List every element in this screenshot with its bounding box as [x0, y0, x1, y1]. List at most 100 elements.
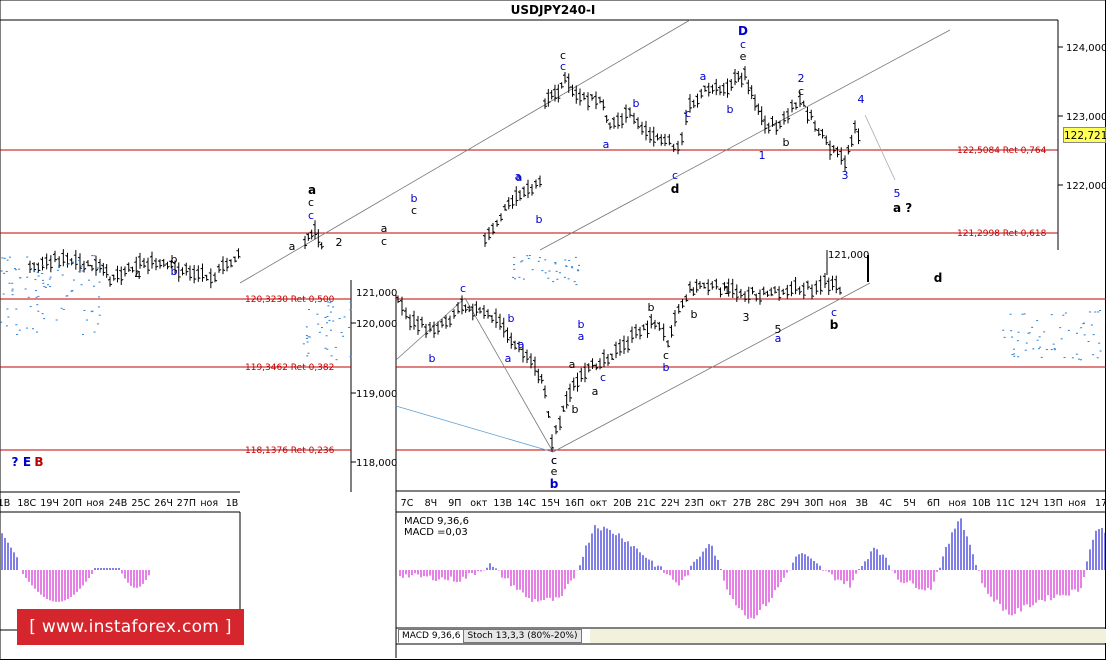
fib-level-label: 119,3462 Ret 0,382: [245, 363, 334, 373]
y-tick-label: 122,000: [1066, 181, 1106, 192]
wave-label: b: [727, 103, 734, 116]
scatter-dot: [1053, 349, 1056, 351]
scatter-dot: [33, 270, 36, 272]
scatter-dot: [43, 318, 46, 320]
scatter-dot: [37, 310, 40, 312]
tab-stoch[interactable]: Stoch 13,3,3 (80%-20%): [463, 629, 582, 643]
scatter-dot: [577, 269, 580, 271]
x-tick-label: 29Ч: [781, 498, 800, 509]
x-tick-label: 13П: [1044, 498, 1063, 509]
scatter-dot: [324, 316, 327, 318]
wave-label: c: [381, 235, 387, 248]
scatter-dot: [334, 346, 337, 348]
instaforex-logo[interactable]: [ www.instaforex.com ]: [17, 609, 244, 645]
scatter-dot: [35, 290, 38, 292]
x-tick-label: 1В: [0, 498, 10, 509]
scatter-dot: [1083, 334, 1086, 336]
wave-label: d: [934, 271, 943, 285]
scatter-dot: [19, 277, 22, 279]
x-tick-label: 22Ч: [661, 498, 680, 509]
scatter-dot: [81, 333, 84, 335]
scatter-dot: [305, 326, 308, 328]
scatter-dot: [11, 294, 14, 296]
scatter-dot: [98, 296, 101, 298]
scatter-dot: [5, 325, 8, 327]
scatter-dot: [513, 264, 516, 266]
scatter-dot: [1037, 348, 1040, 350]
scatter-dot: [329, 302, 332, 304]
x-tick-label: ноя: [200, 498, 218, 509]
scatter-dot: [34, 279, 37, 281]
scatter-dot: [37, 275, 40, 277]
scatter-dot: [1052, 343, 1055, 345]
x-tick-label: ноя: [829, 498, 847, 509]
wave-label: E: [23, 455, 31, 469]
scatter-dot: [72, 279, 75, 281]
scatter-dots: [0, 255, 1106, 361]
wave-label: b: [171, 265, 178, 278]
wave-label: a: [700, 70, 707, 83]
scatter-dot: [308, 336, 311, 338]
scatter-dot: [1075, 353, 1078, 355]
x-tick-label: 4С: [879, 498, 892, 509]
tab-macd[interactable]: MACD 9,36,6: [398, 629, 465, 643]
scatter-dot: [326, 315, 329, 317]
scatter-dot: [44, 286, 47, 288]
indicator-tabs: MACD 9,36,6 Stoch 13,3,3 (80%-20%): [398, 629, 582, 643]
scatter-dot: [1013, 353, 1016, 355]
scatter-dot: [1060, 338, 1063, 340]
scatter-dot: [544, 259, 547, 261]
scatter-dot: [91, 310, 94, 312]
scatter-dot: [307, 308, 310, 310]
current-price-badge: 122,721: [1063, 127, 1106, 143]
wave-label: b: [550, 477, 559, 491]
scatter-dot: [1043, 331, 1046, 333]
scatter-dot: [1028, 332, 1031, 334]
wave-label: B: [34, 455, 43, 469]
wave-label: c: [740, 38, 746, 51]
scatter-dot: [1036, 320, 1039, 322]
scatter-dot: [62, 308, 65, 310]
scatter-dot: [1077, 358, 1080, 360]
wave-label: b: [572, 403, 579, 416]
scatter-dot: [49, 286, 52, 288]
wave-label: b: [536, 213, 543, 226]
scatter-dot: [567, 278, 570, 280]
wave-label: a: [518, 338, 525, 351]
scatter-dot: [577, 270, 580, 272]
x-tick-label: 28С: [757, 498, 776, 509]
wave-label: b: [648, 301, 655, 314]
scatter-dot: [18, 268, 21, 270]
scatter-dot: [41, 273, 44, 275]
scatter-dot: [520, 261, 523, 263]
x-tick-label: 13В: [493, 498, 512, 509]
x-tick-label: 27В: [733, 498, 752, 509]
x-tick-label: 23П: [685, 498, 704, 509]
scatter-dot: [574, 256, 577, 258]
scatter-dot: [8, 282, 11, 284]
wave-label: e: [551, 465, 558, 478]
scatter-dot: [1011, 354, 1014, 356]
x-tick-label: 26Ч: [154, 498, 173, 509]
x-axis-right: 7С 8Ч 9П окт 13В 14С 15Ч 16П окт 20В 21С 22Ч 23П окт 2…: [401, 498, 1106, 509]
x-axis-left: 1В 18С 19Ч 20П ноя 24В 25С 26Ч 27П ноя 1В: [0, 498, 238, 509]
scatter-dot: [1017, 331, 1020, 333]
scatter-dot: [326, 348, 329, 350]
scatter-dot: [320, 327, 323, 329]
wave-label: ?: [12, 455, 19, 469]
fib-level-label: 118,1376 Ret 0,236: [245, 446, 335, 456]
wave-label: 4: [135, 269, 142, 282]
wave-label: c: [600, 371, 606, 384]
wave-label: a: [592, 385, 599, 398]
scatter-dot: [1067, 329, 1070, 331]
scatter-dot: [81, 270, 84, 272]
scatter-dot: [11, 290, 14, 292]
scatter-dot: [1039, 346, 1042, 348]
scatter-dot: [70, 290, 73, 292]
scatter-dot: [565, 265, 568, 267]
macd-value: MACD =0,03: [404, 527, 468, 538]
wave-label: 2: [336, 236, 343, 249]
scatter-dot: [77, 259, 80, 261]
scatter-dot: [348, 326, 351, 328]
wave-label: c: [831, 306, 837, 319]
